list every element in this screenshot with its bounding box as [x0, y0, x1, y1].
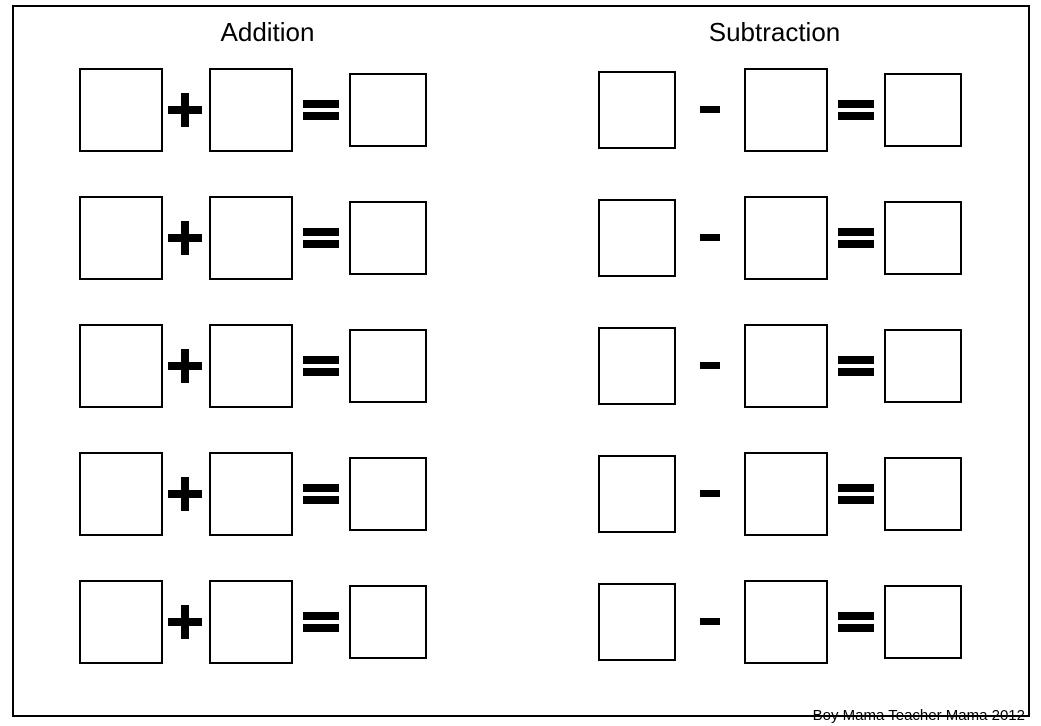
result-box[interactable] [349, 457, 427, 531]
equals-icon [834, 600, 878, 644]
operand-box[interactable] [209, 196, 293, 280]
operand-box[interactable] [79, 196, 163, 280]
operand-box[interactable] [744, 580, 828, 664]
subtraction-column: Subtraction [521, 7, 1028, 715]
minus-icon [688, 472, 732, 516]
operand-box[interactable] [79, 68, 163, 152]
addition-row [79, 452, 427, 536]
subtraction-row [598, 68, 962, 152]
plus-icon [163, 472, 207, 516]
operand-box[interactable] [598, 199, 676, 277]
equals-icon [834, 88, 878, 132]
equals-icon [834, 216, 878, 260]
result-box[interactable] [884, 585, 962, 659]
equals-icon [299, 344, 343, 388]
result-box[interactable] [884, 457, 962, 531]
operand-box[interactable] [598, 71, 676, 149]
result-box[interactable] [884, 73, 962, 147]
equals-icon [299, 600, 343, 644]
operand-box[interactable] [209, 580, 293, 664]
plus-icon [163, 216, 207, 260]
subtraction-row [598, 324, 962, 408]
operand-box[interactable] [598, 455, 676, 533]
operand-box[interactable] [744, 324, 828, 408]
subtraction-row [598, 196, 962, 280]
minus-icon [688, 344, 732, 388]
operand-box[interactable] [598, 327, 676, 405]
addition-rows [79, 68, 427, 664]
equals-icon [299, 88, 343, 132]
plus-icon [163, 600, 207, 644]
worksheet-page: Addition [0, 0, 1041, 726]
plus-icon [163, 88, 207, 132]
worksheet-frame: Addition [12, 5, 1030, 717]
result-box[interactable] [349, 329, 427, 403]
plus-icon [163, 344, 207, 388]
operand-box[interactable] [598, 583, 676, 661]
equals-icon [834, 472, 878, 516]
operand-box[interactable] [79, 580, 163, 664]
equals-icon [299, 216, 343, 260]
addition-row [79, 68, 427, 152]
result-box[interactable] [349, 201, 427, 275]
minus-icon [688, 600, 732, 644]
equals-icon [299, 472, 343, 516]
columns-wrapper: Addition [14, 7, 1028, 715]
subtraction-row [598, 580, 962, 664]
addition-row [79, 196, 427, 280]
minus-icon [688, 88, 732, 132]
minus-icon [688, 216, 732, 260]
subtraction-row [598, 452, 962, 536]
operand-box[interactable] [744, 452, 828, 536]
credit-text: Boy Mama Teacher Mama 2012 [813, 707, 1025, 724]
result-box[interactable] [349, 73, 427, 147]
subtraction-rows [598, 68, 962, 664]
operand-box[interactable] [209, 452, 293, 536]
operand-box[interactable] [79, 452, 163, 536]
addition-row [79, 580, 427, 664]
equals-icon [834, 344, 878, 388]
addition-column: Addition [14, 7, 521, 715]
operand-box[interactable] [209, 68, 293, 152]
operand-box[interactable] [209, 324, 293, 408]
addition-row [79, 324, 427, 408]
addition-heading: Addition [221, 17, 315, 48]
result-box[interactable] [884, 201, 962, 275]
subtraction-heading: Subtraction [709, 17, 841, 48]
operand-box[interactable] [79, 324, 163, 408]
operand-box[interactable] [744, 68, 828, 152]
result-box[interactable] [349, 585, 427, 659]
operand-box[interactable] [744, 196, 828, 280]
result-box[interactable] [884, 329, 962, 403]
